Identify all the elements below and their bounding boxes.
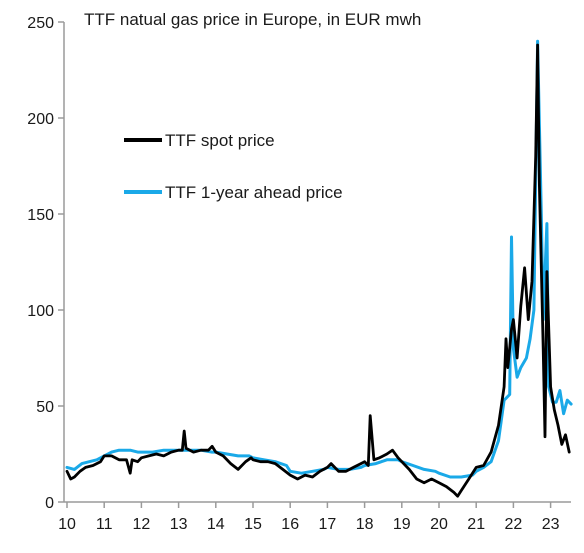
y-axis-ticks: 0 50 100 150 200 250 [27, 15, 64, 512]
x-tick-label: 12 [133, 516, 151, 533]
x-tick-label: 21 [467, 516, 485, 533]
x-tick-label: 15 [244, 516, 262, 533]
x-axis-ticks: 10 11 12 13 14 15 16 17 18 19 20 21 22 23 [58, 502, 560, 533]
x-tick-label: 22 [505, 516, 523, 533]
x-tick-label: 14 [207, 516, 225, 533]
x-tick-label: 16 [281, 516, 299, 533]
x-tick-label: 17 [319, 516, 337, 533]
x-tick-label: 11 [96, 516, 113, 533]
x-tick-label: 23 [542, 516, 560, 533]
chart-title: TTF natual gas price in Europe, in EUR m… [84, 10, 421, 29]
y-tick-label: 0 [45, 495, 54, 512]
plot-area [65, 39, 573, 498]
y-tick-label: 150 [27, 207, 54, 224]
x-tick-label: 10 [58, 516, 76, 533]
legend-label-1y-ahead: TTF 1-year ahead price [165, 183, 343, 202]
series-line-ttf-spot [65, 43, 571, 498]
legend: TTF spot price TTF 1-year ahead price [124, 131, 343, 202]
series-line-ttf-1y-ahead [65, 39, 573, 479]
y-tick-label: 100 [27, 303, 54, 320]
x-tick-label: 20 [430, 516, 448, 533]
y-tick-label: 200 [27, 111, 54, 128]
legend-label-spot: TTF spot price [165, 131, 275, 150]
x-tick-label: 18 [356, 516, 374, 533]
x-tick-label: 19 [393, 516, 411, 533]
y-tick-label: 250 [27, 15, 54, 32]
x-tick-label: 13 [170, 516, 188, 533]
y-tick-label: 50 [36, 399, 54, 416]
